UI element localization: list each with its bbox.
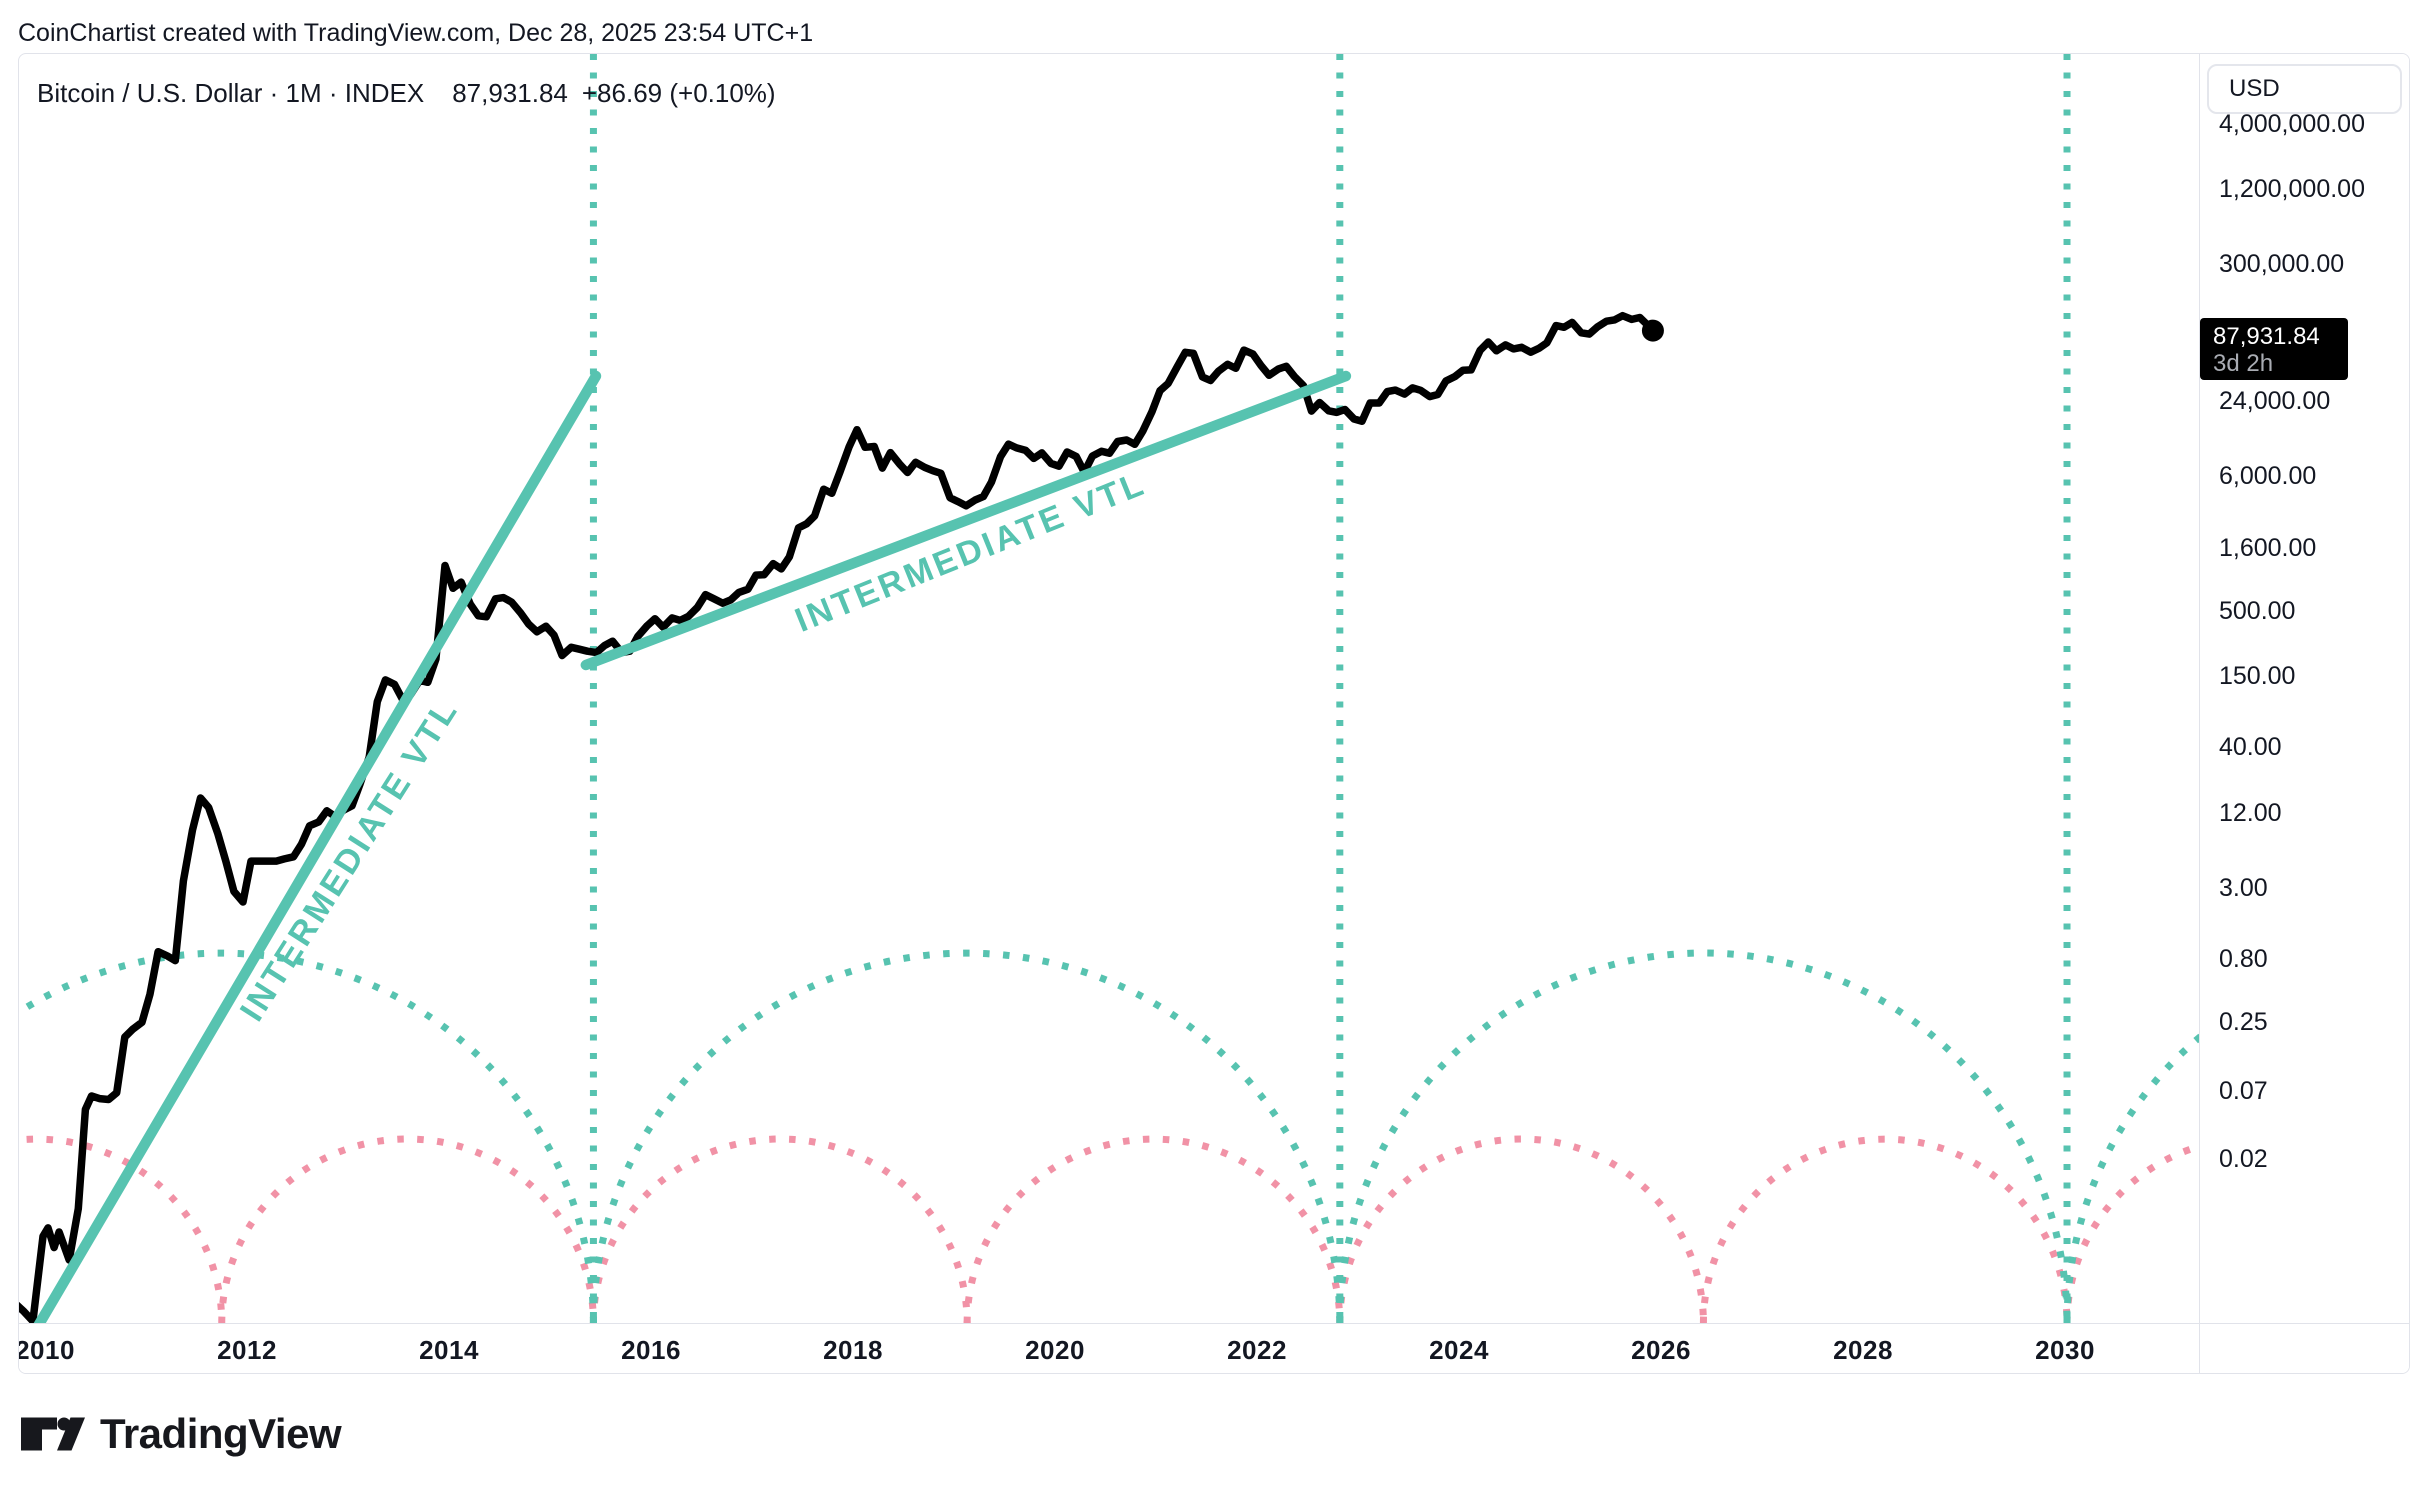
price-scale-label: 500.00 xyxy=(2219,596,2296,625)
last-price-dot xyxy=(1641,319,1664,342)
symbol-legend[interactable]: Bitcoin / U.S. Dollar · 1M · INDEX 87,93… xyxy=(37,78,776,108)
cycle-arc-teal xyxy=(1336,949,2071,1323)
chart-widget: INTERMEDIATE VTL INTERMEDIATE VTL Bitcoin… xyxy=(18,53,2410,1374)
price-scale-label: 12.00 xyxy=(2219,798,2282,827)
tradingview-wordmark: TradingView xyxy=(100,1410,342,1457)
legend-last-price: 87,931.84 xyxy=(452,78,568,108)
time-scale-label: 2016 xyxy=(621,1335,681,1365)
trendline-vtl[interactable] xyxy=(29,370,602,1323)
time-axis[interactable]: 2010 2012 2014 2016 2018 2020 2022 2024 2026 2028… xyxy=(18,1323,2409,1373)
price-scale-label: 3.00 xyxy=(2219,873,2268,902)
time-scale-label: 2020 xyxy=(1025,1335,1085,1365)
cycle-arc-teal xyxy=(589,949,1344,1323)
time-scale-label: 2024 xyxy=(1429,1335,1489,1365)
cycle-arc-pink xyxy=(2063,1142,2199,1323)
cycle-arc-pink xyxy=(1336,1135,1707,1323)
axis-corner-separator xyxy=(2199,1323,2200,1373)
time-scale-label: 2022 xyxy=(1227,1335,1287,1365)
price-scale-label: 300,000.00 xyxy=(2219,250,2345,279)
price-scale-label: 1,200,000.00 xyxy=(2219,175,2365,204)
time-scale-label: 2026 xyxy=(1631,1335,1691,1365)
currency-button[interactable]: USD xyxy=(2207,64,2402,114)
price-line[interactable] xyxy=(19,311,1657,1323)
cycle-arc-teal xyxy=(2063,1033,2199,1323)
price-scale-label: 0.07 xyxy=(2219,1077,2268,1106)
cycle-arc-pink xyxy=(218,1135,597,1323)
cycle-arc-pink xyxy=(963,1135,1344,1323)
time-scale-label: 2010 xyxy=(18,1335,75,1365)
time-scale-label: 2028 xyxy=(1833,1335,1893,1365)
tradingview-attribution[interactable]: TradingView xyxy=(21,1406,342,1462)
cycle-arc-teal xyxy=(19,949,597,1323)
time-scale-label: 2018 xyxy=(823,1335,883,1365)
price-scale-label: 6,000.00 xyxy=(2219,462,2317,490)
tradingview-logo-icon xyxy=(21,1417,85,1451)
attribution-text: CoinChartist created with TradingView.co… xyxy=(18,19,814,47)
price-scale-label: 1,600.00 xyxy=(2219,533,2317,562)
trendline-vtl[interactable] xyxy=(580,370,1352,671)
cycle-arc-pink xyxy=(589,1135,971,1323)
trendline-label[interactable]: INTERMEDIATE VTL xyxy=(790,464,1151,639)
price-scale-label: 0.02 xyxy=(2219,1145,2268,1173)
cycle-arc-pink xyxy=(1699,1135,2071,1323)
bar-countdown: 3d 2h xyxy=(2213,349,2274,377)
legend-change: +86.69 (+0.10%) xyxy=(581,78,776,108)
time-scale-label: 2014 xyxy=(419,1335,479,1365)
time-scale-label: 2030 xyxy=(2035,1335,2095,1365)
legend-symbol: Bitcoin / U.S. Dollar · 1M · INDEX xyxy=(37,78,425,108)
price-scale-label: 4,000,000.00 xyxy=(2219,109,2365,138)
price-scale-label: 0.25 xyxy=(2219,1008,2268,1037)
price-scale-label: 40.00 xyxy=(2219,733,2282,762)
last-price-badge: 87,931.84 3d 2h xyxy=(2200,317,2348,380)
price-scale-label: 0.80 xyxy=(2219,945,2268,974)
price-axis[interactable]: USD 87,931.84 3d 2h 4,000,000.00 1,200,00… xyxy=(2199,54,2409,1323)
price-scale-label: 150.00 xyxy=(2219,661,2296,690)
last-price-value: 87,931.84 xyxy=(2213,322,2320,350)
price-scale-label: 24,000.00 xyxy=(2219,386,2331,415)
time-scale-label: 2012 xyxy=(217,1335,277,1365)
